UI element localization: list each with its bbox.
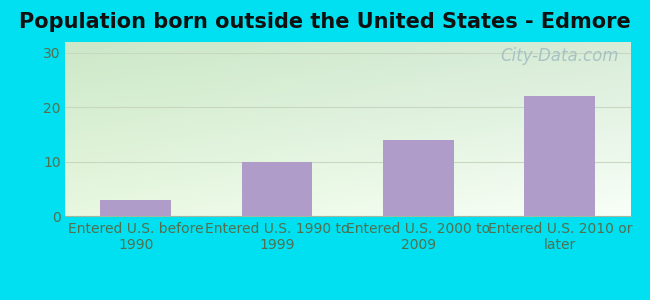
Bar xyxy=(100,200,171,216)
Bar xyxy=(525,96,595,216)
Bar xyxy=(242,162,313,216)
Text: City-Data.com: City-Data.com xyxy=(500,47,619,65)
Bar xyxy=(383,140,454,216)
Text: Population born outside the United States - Edmore: Population born outside the United State… xyxy=(19,12,631,32)
